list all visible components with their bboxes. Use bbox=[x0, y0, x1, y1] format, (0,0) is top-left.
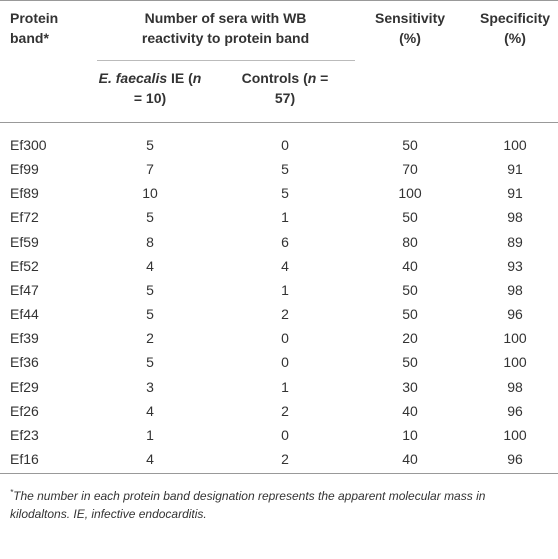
bottom-rule bbox=[0, 473, 558, 474]
cell: 0 bbox=[281, 354, 289, 371]
row-label: Ef59 bbox=[10, 233, 39, 250]
cell: 50 bbox=[402, 306, 418, 323]
cell: 5 bbox=[281, 161, 289, 178]
row-label: Ef44 bbox=[10, 306, 39, 323]
subheader-part: E. faecalis bbox=[98, 70, 168, 86]
subheader-part: n bbox=[307, 70, 317, 86]
row-label: Ef300 bbox=[10, 137, 47, 153]
cell: 80 bbox=[402, 233, 418, 250]
row-label: Ef52 bbox=[10, 257, 39, 274]
cell: 98 bbox=[507, 209, 523, 226]
cell: 50 bbox=[402, 137, 418, 153]
cell: 40 bbox=[402, 257, 418, 274]
row-label: Ef39 bbox=[10, 330, 39, 347]
footnote: *The number in each protein band designa… bbox=[10, 484, 540, 523]
cell: 20 bbox=[402, 330, 418, 347]
cell: 8 bbox=[146, 233, 154, 250]
row-label: Ef26 bbox=[10, 402, 39, 419]
cell: 5 bbox=[146, 137, 154, 153]
cell: 50 bbox=[402, 209, 418, 226]
cell: 96 bbox=[507, 450, 523, 467]
group-rule bbox=[97, 60, 355, 61]
cell: 5 bbox=[146, 281, 154, 298]
row-label: Ef47 bbox=[10, 281, 39, 298]
cell: 4 bbox=[281, 257, 289, 274]
subheader-part: = 10) bbox=[133, 90, 167, 106]
cell: 40 bbox=[402, 450, 418, 467]
subheader-part: = 57) bbox=[274, 70, 329, 106]
row-label: Ef23 bbox=[10, 426, 39, 443]
row-label: Ef29 bbox=[10, 378, 39, 395]
cell: 93 bbox=[507, 257, 523, 274]
cell: 5 bbox=[146, 306, 154, 323]
cell: 96 bbox=[507, 306, 523, 323]
row-label: Ef89 bbox=[10, 185, 39, 202]
cell: 0 bbox=[281, 330, 289, 347]
cell: 10 bbox=[142, 185, 158, 202]
cell: 70 bbox=[402, 161, 418, 178]
footnote-marker: * bbox=[10, 488, 14, 497]
specificity-header: Specificity (%) bbox=[479, 10, 551, 46]
cell: 5 bbox=[281, 185, 289, 202]
cell: 100 bbox=[503, 426, 527, 443]
subheader-part: Controls ( bbox=[241, 70, 308, 86]
cell: 1 bbox=[146, 426, 154, 443]
row-label: Ef72 bbox=[10, 209, 39, 226]
cell: 89 bbox=[507, 233, 523, 250]
subheader-part: IE ( bbox=[167, 70, 193, 86]
cell: 96 bbox=[507, 402, 523, 419]
cell: 100 bbox=[503, 137, 527, 153]
sensitivity-header: Sensitivity (%) bbox=[374, 10, 446, 46]
row-label: Ef36 bbox=[10, 354, 39, 371]
cell: 2 bbox=[281, 450, 289, 467]
cell: 1 bbox=[281, 209, 289, 226]
group-header: Number of sera with WB reactivity to pro… bbox=[141, 10, 310, 46]
cell: 2 bbox=[281, 306, 289, 323]
cell: 0 bbox=[281, 137, 289, 153]
cell: 2 bbox=[146, 330, 154, 347]
cell: 98 bbox=[507, 281, 523, 298]
cell: 4 bbox=[146, 402, 154, 419]
cell: 5 bbox=[146, 354, 154, 371]
row-label: Ef16 bbox=[10, 450, 39, 467]
cell: 5 bbox=[146, 209, 154, 226]
cell: 50 bbox=[402, 354, 418, 371]
cell: 6 bbox=[281, 233, 289, 250]
cell: 7 bbox=[146, 161, 154, 178]
row-label: Ef99 bbox=[10, 161, 39, 178]
subheader: E. faecalis IE (n = 10) bbox=[95, 68, 205, 108]
cell: 30 bbox=[402, 378, 418, 395]
cell: 100 bbox=[503, 354, 527, 371]
cell: 2 bbox=[281, 402, 289, 419]
cell: 40 bbox=[402, 402, 418, 419]
subheader-part: n bbox=[192, 70, 202, 86]
cell: 3 bbox=[146, 378, 154, 395]
footnote-text: The number in each protein band designat… bbox=[10, 489, 486, 521]
cell: 10 bbox=[402, 426, 418, 443]
cell: 4 bbox=[146, 450, 154, 467]
cell: 4 bbox=[146, 257, 154, 274]
cell: 91 bbox=[507, 161, 523, 178]
cell: 91 bbox=[507, 185, 523, 202]
top-rule bbox=[0, 0, 558, 1]
cell: 50 bbox=[402, 281, 418, 298]
cell: 1 bbox=[281, 281, 289, 298]
cell: 0 bbox=[281, 426, 289, 443]
cell: 1 bbox=[281, 378, 289, 395]
header-rule bbox=[0, 122, 558, 123]
cell: 100 bbox=[503, 330, 527, 347]
cell: 98 bbox=[507, 378, 523, 395]
subheader: Controls (n = 57) bbox=[240, 68, 330, 108]
band-header: Protein band* bbox=[10, 10, 59, 46]
cell: 100 bbox=[398, 185, 422, 202]
